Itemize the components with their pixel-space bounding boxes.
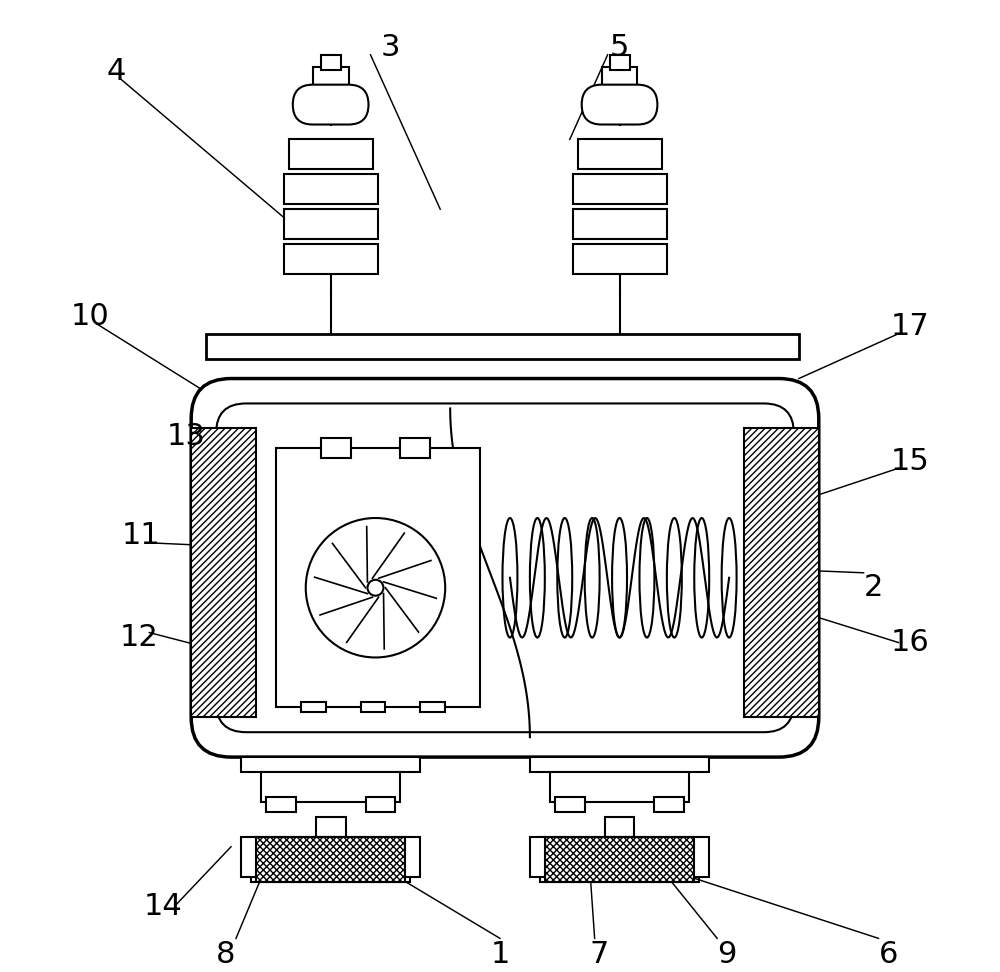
Text: 11: 11: [122, 521, 161, 550]
Text: 10: 10: [70, 302, 109, 331]
Text: 6: 6: [879, 940, 898, 969]
FancyBboxPatch shape: [582, 85, 657, 124]
Bar: [361, 703, 385, 712]
Bar: [284, 244, 378, 274]
Bar: [405, 837, 420, 877]
Bar: [206, 333, 799, 359]
Text: 15: 15: [891, 447, 930, 475]
Text: 2: 2: [864, 573, 883, 603]
Text: 14: 14: [144, 892, 183, 921]
FancyBboxPatch shape: [216, 403, 794, 732]
Text: 4: 4: [107, 57, 126, 87]
Bar: [555, 797, 585, 812]
Bar: [241, 757, 420, 772]
Bar: [573, 209, 667, 239]
Text: 16: 16: [891, 628, 930, 657]
Bar: [191, 429, 256, 717]
Bar: [578, 139, 662, 169]
Bar: [654, 797, 684, 812]
Bar: [301, 703, 326, 712]
Text: 3: 3: [381, 33, 400, 62]
Bar: [251, 837, 410, 882]
Text: 13: 13: [167, 422, 206, 451]
Bar: [694, 837, 709, 877]
Bar: [321, 438, 351, 458]
Bar: [602, 67, 637, 85]
Text: 9: 9: [717, 940, 737, 969]
Bar: [284, 209, 378, 239]
Bar: [530, 757, 709, 772]
Bar: [321, 54, 341, 70]
Bar: [744, 429, 819, 717]
Text: 5: 5: [610, 33, 629, 62]
Bar: [605, 816, 634, 837]
Bar: [276, 448, 480, 708]
Bar: [289, 139, 373, 169]
Text: 12: 12: [120, 623, 159, 652]
Bar: [256, 837, 405, 882]
Bar: [545, 837, 694, 882]
Bar: [261, 772, 400, 802]
Text: 1: 1: [490, 940, 510, 969]
Text: 17: 17: [891, 312, 930, 341]
Text: 8: 8: [216, 940, 236, 969]
FancyBboxPatch shape: [293, 85, 369, 124]
Bar: [573, 244, 667, 274]
Bar: [316, 816, 346, 837]
Bar: [313, 67, 349, 85]
Bar: [420, 703, 445, 712]
Bar: [366, 797, 395, 812]
Bar: [284, 174, 378, 204]
Text: 7: 7: [590, 940, 609, 969]
Bar: [400, 438, 430, 458]
FancyBboxPatch shape: [191, 378, 819, 757]
Bar: [550, 772, 689, 802]
Bar: [610, 54, 630, 70]
Bar: [540, 837, 699, 882]
Bar: [266, 797, 296, 812]
Bar: [573, 174, 667, 204]
Bar: [241, 837, 256, 877]
Bar: [530, 837, 545, 877]
